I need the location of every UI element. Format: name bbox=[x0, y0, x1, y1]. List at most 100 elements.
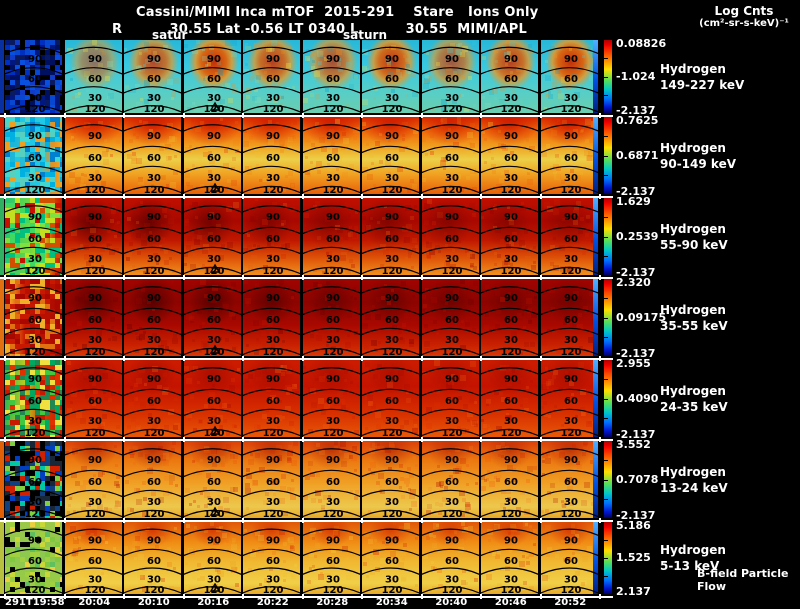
contour-angle-label: 60 bbox=[445, 315, 459, 326]
contour-angle-label: 90 bbox=[28, 54, 42, 65]
saturn-direction-label-right: saturn bbox=[343, 28, 387, 42]
contour-angle-label: 120 bbox=[501, 585, 522, 594]
contour-angle-label: 30 bbox=[147, 93, 161, 104]
species-label: Hydrogen bbox=[660, 61, 726, 76]
contour-angle-label: 120 bbox=[441, 585, 462, 594]
species-label: Hydrogen bbox=[660, 302, 726, 317]
intensity-blob bbox=[481, 441, 538, 518]
time-tick-label: 20:52 bbox=[554, 597, 587, 608]
contour-angle-label: 90 bbox=[504, 54, 518, 65]
separator-line bbox=[0, 358, 613, 360]
colorbar-scale-labels: 2.320 0.09175 -2.137 bbox=[616, 276, 686, 360]
contour-angle-label: 120 bbox=[322, 104, 343, 113]
heatmap-panel: 90 60 30 120 bbox=[540, 279, 598, 356]
separator-tick bbox=[63, 275, 66, 280]
separator-tick bbox=[599, 113, 601, 118]
contour-angle-label: 90 bbox=[207, 293, 221, 304]
channel-label: Hydrogen 5-13 keV bbox=[660, 542, 726, 574]
species-label: Hydrogen bbox=[660, 383, 726, 398]
colorbar bbox=[603, 441, 612, 518]
contour-angle-label: 60 bbox=[326, 396, 340, 407]
contour-angle-label: 90 bbox=[445, 212, 459, 223]
heatmap-panel: 90 60 30 120 bbox=[421, 360, 479, 437]
separator-tick bbox=[599, 275, 601, 280]
separator-tick bbox=[539, 113, 542, 118]
heatmap-panel: 90 60 30 120 bbox=[124, 360, 181, 437]
contour-angle-label: 60 bbox=[28, 234, 42, 245]
contour-angle-label: 90 bbox=[385, 374, 399, 385]
contour-angle-label: 30 bbox=[88, 497, 102, 508]
contour-angle-label: 90 bbox=[564, 212, 578, 223]
intensity-blob bbox=[302, 117, 360, 194]
contour-angle-label: 120 bbox=[203, 104, 224, 113]
contour-angle-label: 30 bbox=[504, 173, 518, 184]
intensity-blob bbox=[362, 360, 419, 437]
energy-range-label: 55-90 keV bbox=[660, 237, 728, 252]
separator-tick bbox=[420, 594, 423, 599]
contour-angle-label: 120 bbox=[203, 509, 224, 518]
contour-angle-label: 60 bbox=[564, 396, 578, 407]
colorbar-tick bbox=[603, 217, 608, 219]
colorbar-scale-labels: 0.7625 0.6871 -2.137 bbox=[616, 114, 686, 198]
contour-angle-label: 90 bbox=[266, 455, 280, 466]
row-separator bbox=[0, 518, 613, 523]
contour-angle-label: 120 bbox=[144, 428, 165, 437]
separator-tick bbox=[63, 113, 66, 118]
contour-angle-label: 120 bbox=[25, 347, 46, 356]
contour-angle-label: 120 bbox=[263, 266, 284, 275]
time-tick-label: 20:22 bbox=[256, 597, 289, 608]
heatmap-panel: 90 60 30 120 bbox=[421, 441, 479, 518]
separator-tick bbox=[182, 356, 185, 361]
separator-tick bbox=[599, 356, 601, 361]
channel-label: Hydrogen 55-90 keV bbox=[660, 221, 728, 253]
channel-row: 90 60 30 120 90 60 30 120 90 60 30 120 90 60 30 120 90 60… bbox=[0, 196, 613, 277]
contour-angle-label: 120 bbox=[25, 104, 46, 113]
contour-angle-label: 30 bbox=[385, 173, 399, 184]
contour-angle-label: 60 bbox=[28, 153, 42, 164]
heatmap-panel: 90 60 30 120 bbox=[124, 117, 181, 194]
intensity-blob bbox=[421, 198, 479, 275]
heatmap-panel: 90 60 30 120 bbox=[243, 117, 300, 194]
contour-angle-label: 120 bbox=[322, 585, 343, 594]
energy-range-label: 149-227 keV bbox=[660, 77, 745, 92]
contour-angle-label: 90 bbox=[445, 293, 459, 304]
data-gap-strip bbox=[592, 360, 598, 437]
contour-angle-label: 90 bbox=[147, 374, 161, 385]
separator-tick bbox=[4, 113, 6, 118]
separator-tick bbox=[599, 594, 601, 599]
time-tick-label: 20:46 bbox=[494, 597, 527, 608]
contour-angle-label: 30 bbox=[326, 173, 340, 184]
species-label: Hydrogen bbox=[660, 140, 726, 155]
contour-angle-label: 60 bbox=[266, 153, 280, 164]
contour-angle-label: 90 bbox=[504, 374, 518, 385]
separator-tick bbox=[539, 518, 542, 523]
separator-tick bbox=[123, 113, 125, 118]
time-tick-label: 20:10 bbox=[137, 597, 170, 608]
separator-tick bbox=[123, 275, 125, 280]
contour-angle-label: 90 bbox=[326, 293, 340, 304]
intensity-blob bbox=[64, 522, 122, 594]
spacecraft-position-subtitle: R 30.55 Lat -0.56 LT 0340 L 30.55 MIMI/A… bbox=[112, 22, 528, 37]
contour-angle-label: 120 bbox=[441, 104, 462, 113]
pointing-marker-icon bbox=[209, 182, 220, 192]
intensity-blob bbox=[362, 279, 419, 356]
contour-angle-label: 60 bbox=[385, 556, 399, 567]
colorbar-tick bbox=[603, 255, 608, 257]
intensity-blob bbox=[302, 522, 360, 594]
saturn-direction-label-left: satur bbox=[152, 28, 188, 42]
channel-row: 90 60 30 120 90 60 30 120 90 60 30 120 90 60 30 120 90 60… bbox=[0, 277, 613, 358]
heatmap-panel: 90 60 30 120 bbox=[124, 441, 181, 518]
separator-tick bbox=[123, 518, 125, 523]
colorbar-max-label: 2.320 bbox=[616, 276, 651, 289]
contour-angle-label: 90 bbox=[504, 212, 518, 223]
data-gap-strip bbox=[592, 40, 598, 113]
intensity-blob bbox=[243, 522, 300, 594]
contour-angle-label: 30 bbox=[147, 173, 161, 184]
